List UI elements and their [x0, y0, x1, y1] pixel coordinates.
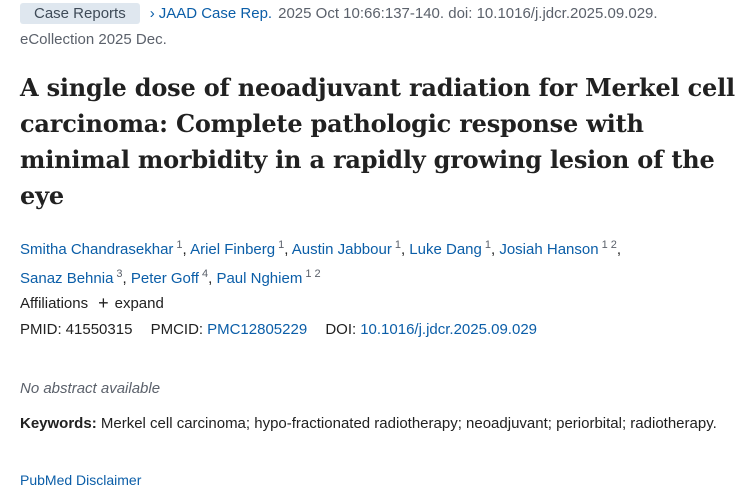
author-item: Paul Nghiem 1 2: [216, 268, 321, 287]
author-link[interactable]: Josiah Hanson: [499, 241, 599, 258]
citation-details: 2025 Oct 10:66:137-140. doi: 10.1016/j.j…: [278, 4, 658, 22]
author-item: Austin Jabbour 1,: [291, 239, 410, 258]
author-link[interactable]: Smitha Chandrasekhar: [20, 241, 174, 258]
author-link[interactable]: Paul Nghiem: [216, 270, 303, 287]
keywords-section: Keywords: Merkel cell carcinoma; hypo-fr…: [20, 412, 720, 436]
expand-label: expand: [114, 294, 164, 312]
author-item: Smitha Chandrasekhar 1,: [20, 239, 191, 258]
doi-link[interactable]: 10.1016/j.jdcr.2025.09.029: [360, 321, 538, 338]
author-list: Smitha Chandrasekhar 1, Ariel Finberg 1, A…: [20, 233, 740, 291]
keywords-text: Merkel cell carcinoma; hypo-fractionated…: [100, 415, 717, 432]
chevron-right-icon: ›: [149, 4, 155, 22]
author-link[interactable]: Austin Jabbour: [291, 241, 392, 258]
pmcid-label: PMCID:: [150, 321, 204, 338]
affiliations-label: Affiliations: [20, 294, 89, 312]
author-affiliation-ref[interactable]: 4: [201, 268, 209, 280]
pmid-value: 41550315: [65, 321, 133, 338]
author-item: Sanaz Behnia 3,: [20, 268, 131, 287]
author-item: Peter Goff 4,: [130, 268, 217, 287]
author-affiliation-ref[interactable]: 1: [278, 239, 285, 251]
journal-link[interactable]: JAAD Case Rep.: [158, 4, 273, 22]
author-link[interactable]: Sanaz Behnia: [20, 270, 114, 287]
author-affiliation-ref[interactable]: 1 2: [601, 239, 617, 251]
ecollection-date: eCollection 2025 Dec.: [20, 31, 167, 48]
affiliations-expand-button[interactable]: + expand: [98, 294, 164, 312]
author-item: Josiah Hanson 1 2,: [499, 239, 622, 258]
author-link[interactable]: Ariel Finberg: [190, 241, 276, 258]
author-link[interactable]: Peter Goff: [130, 270, 199, 287]
author-affiliation-ref[interactable]: 1: [484, 239, 491, 251]
author-link[interactable]: Luke Dang: [409, 241, 482, 258]
publication-type-badge[interactable]: Case Reports: [20, 2, 140, 24]
author-item: Ariel Finberg 1,: [190, 239, 292, 258]
author-affiliation-ref[interactable]: 3: [116, 268, 123, 280]
article-title: A single dose of neoadjuvant radiation f…: [20, 73, 735, 210]
pmcid-link[interactable]: PMC12805229: [207, 321, 308, 338]
no-abstract-note: No abstract available: [20, 380, 161, 397]
affiliations-row: Affiliations + expand: [20, 294, 164, 312]
author-item: Luke Dang 1,: [409, 239, 500, 258]
citation-line: Case Reports › JAAD Case Rep. 2025 Oct 1…: [20, 2, 658, 24]
pmid-label: PMID:: [20, 321, 62, 338]
identifiers-row: PMID: 41550315 PMCID: PMC12805229 DOI: 10.1…: [20, 321, 537, 338]
author-affiliation-ref[interactable]: 1 2: [305, 268, 321, 280]
keywords-label: Keywords:: [20, 415, 97, 432]
pubmed-disclaimer-link[interactable]: PubMed Disclaimer: [20, 472, 142, 488]
plus-icon: +: [98, 293, 109, 313]
author-affiliation-ref[interactable]: 1: [176, 239, 183, 251]
author-affiliation-ref[interactable]: 1: [394, 239, 401, 251]
doi-label: DOI:: [325, 321, 357, 338]
